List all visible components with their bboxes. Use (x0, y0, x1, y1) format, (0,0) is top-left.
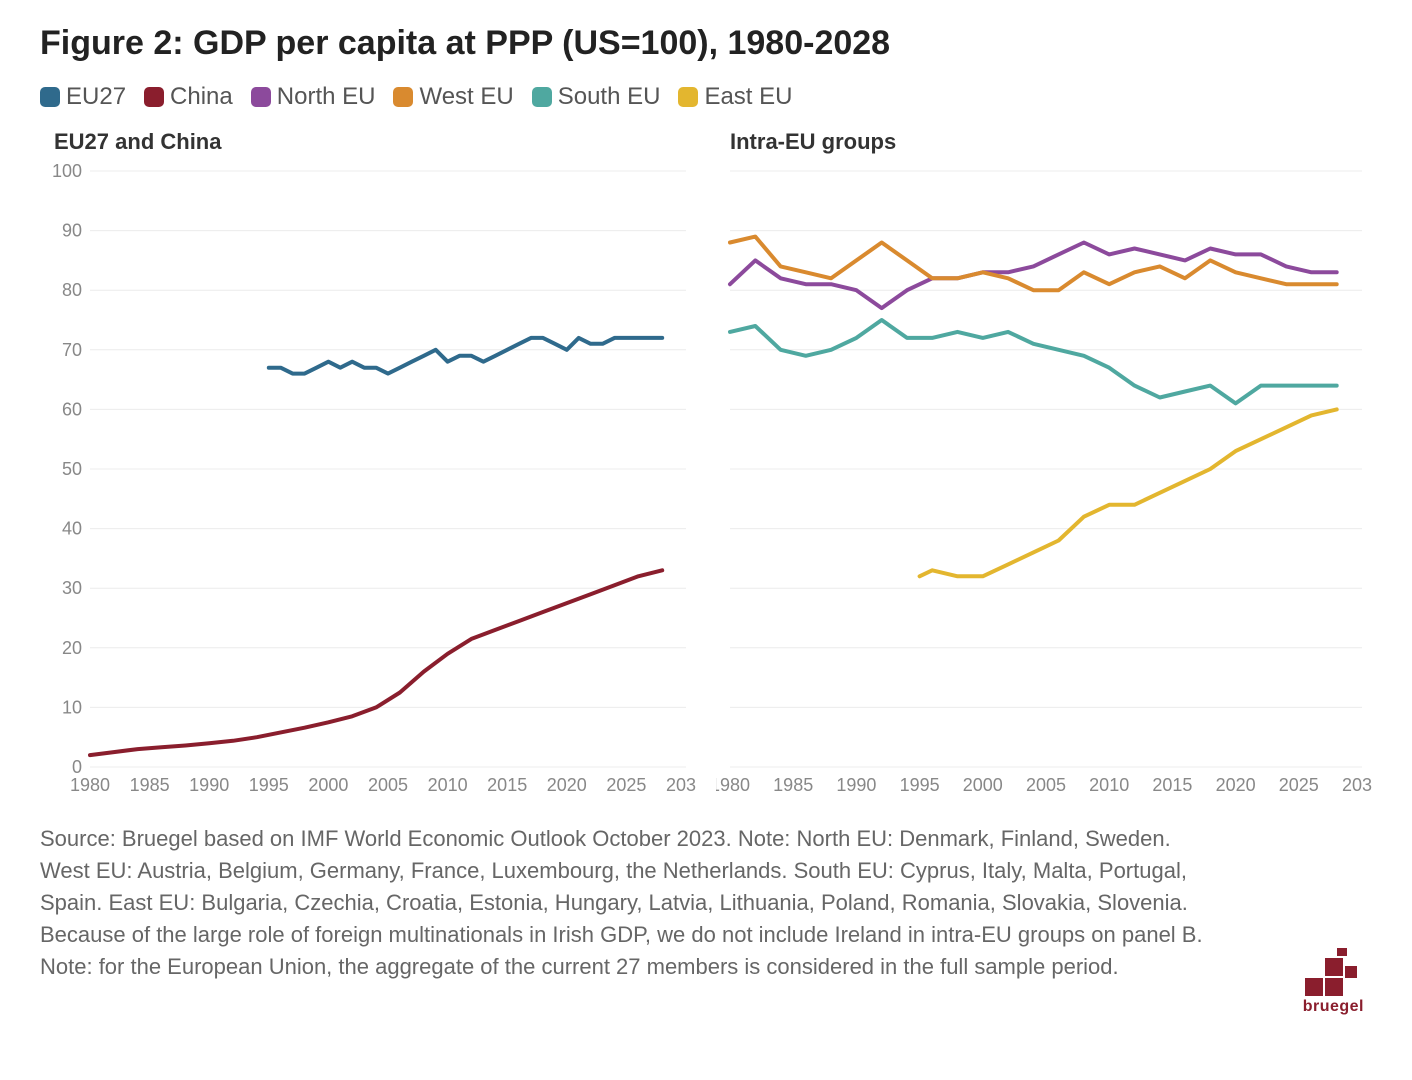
legend-swatch (532, 87, 552, 107)
x-tick-label: 1985 (773, 775, 813, 795)
chart-right: 1980 1985 1990 1995 2000 2005 2010 2015 2020 2025… (716, 161, 1372, 801)
x-tick-label: 1995 (249, 775, 289, 795)
y-tick-label: 70 (62, 340, 82, 360)
panel-right: Intra-EU groups 1980 1985 1990 1995 2000 2005… (716, 129, 1372, 801)
bruegel-logo-text: bruegel (1303, 998, 1364, 1016)
x-tick-label: 1990 (836, 775, 876, 795)
x-tick-label: 2000 (963, 775, 1003, 795)
series-west-eu (730, 237, 1337, 291)
y-tick-label: 60 (62, 399, 82, 419)
x-tick-label: 2025 (1279, 775, 1319, 795)
x-tick-label: 2000 (308, 775, 348, 795)
y-tick-label: 40 (62, 519, 82, 539)
bruegel-logo: bruegel (1303, 948, 1364, 1016)
legend-item-china: China (144, 83, 233, 111)
legend-swatch (251, 87, 271, 107)
legend-swatch (40, 87, 60, 107)
y-tick-label: 90 (62, 221, 82, 241)
x-tick-label: 1985 (130, 775, 170, 795)
x-tick-label: 2020 (547, 775, 587, 795)
legend-label: West EU (419, 83, 513, 111)
panel-left: EU27 and China 0102030405060708090100198… (40, 129, 696, 801)
figure-title: Figure 2: GDP per capita at PPP (US=100)… (40, 24, 1372, 63)
bruegel-logo-icon (1305, 948, 1361, 998)
series-china (90, 570, 662, 755)
x-tick-label: 2015 (487, 775, 527, 795)
y-tick-label: 80 (62, 280, 82, 300)
legend-item-south-eu: South EU (532, 83, 661, 111)
y-tick-label: 10 (62, 697, 82, 717)
figure-container: Figure 2: GDP per capita at PPP (US=100)… (0, 0, 1412, 1080)
y-tick-label: 50 (62, 459, 82, 479)
legend-item-north-eu: North EU (251, 83, 376, 111)
chart-left: 0102030405060708090100198019851990199520… (40, 161, 696, 801)
x-tick-label: 1980 (70, 775, 110, 795)
x-tick-label: 2010 (428, 775, 468, 795)
legend-label: EU27 (66, 83, 126, 111)
legend-item-west-eu: West EU (393, 83, 513, 111)
legend-item-east-eu: East EU (678, 83, 792, 111)
y-tick-label: 100 (52, 161, 82, 181)
series-south-eu (730, 320, 1337, 403)
legend-label: East EU (704, 83, 792, 111)
x-tick-label: 1980 (716, 775, 750, 795)
source-note: Source: Bruegel based on IMF World Econo… (40, 823, 1212, 982)
legend-swatch (144, 87, 164, 107)
panels-row: EU27 and China 0102030405060708090100198… (40, 129, 1372, 801)
legend-item-eu27: EU27 (40, 83, 126, 111)
panel-left-title: EU27 and China (54, 129, 696, 155)
x-tick-label: 2025 (606, 775, 646, 795)
legend-swatch (678, 87, 698, 107)
x-tick-label: 1990 (189, 775, 229, 795)
y-tick-label: 0 (72, 757, 82, 777)
x-tick-label: 2015 (1152, 775, 1192, 795)
legend-label: China (170, 83, 233, 111)
x-tick-label: 2010 (1089, 775, 1129, 795)
x-tick-label: 2020 (1216, 775, 1256, 795)
x-tick-label: 2030 (666, 775, 696, 795)
x-tick-label: 2005 (368, 775, 408, 795)
legend-swatch (393, 87, 413, 107)
legend: EU27 China North EU West EU South EU East EU (40, 83, 1372, 111)
legend-label: North EU (277, 83, 376, 111)
x-tick-label: 2005 (1026, 775, 1066, 795)
series-east-eu (920, 409, 1337, 576)
y-tick-label: 30 (62, 578, 82, 598)
x-tick-label: 2030 (1342, 775, 1372, 795)
legend-label: South EU (558, 83, 661, 111)
x-tick-label: 1995 (900, 775, 940, 795)
panel-right-title: Intra-EU groups (730, 129, 1372, 155)
y-tick-label: 20 (62, 638, 82, 658)
series-eu27 (269, 338, 662, 374)
